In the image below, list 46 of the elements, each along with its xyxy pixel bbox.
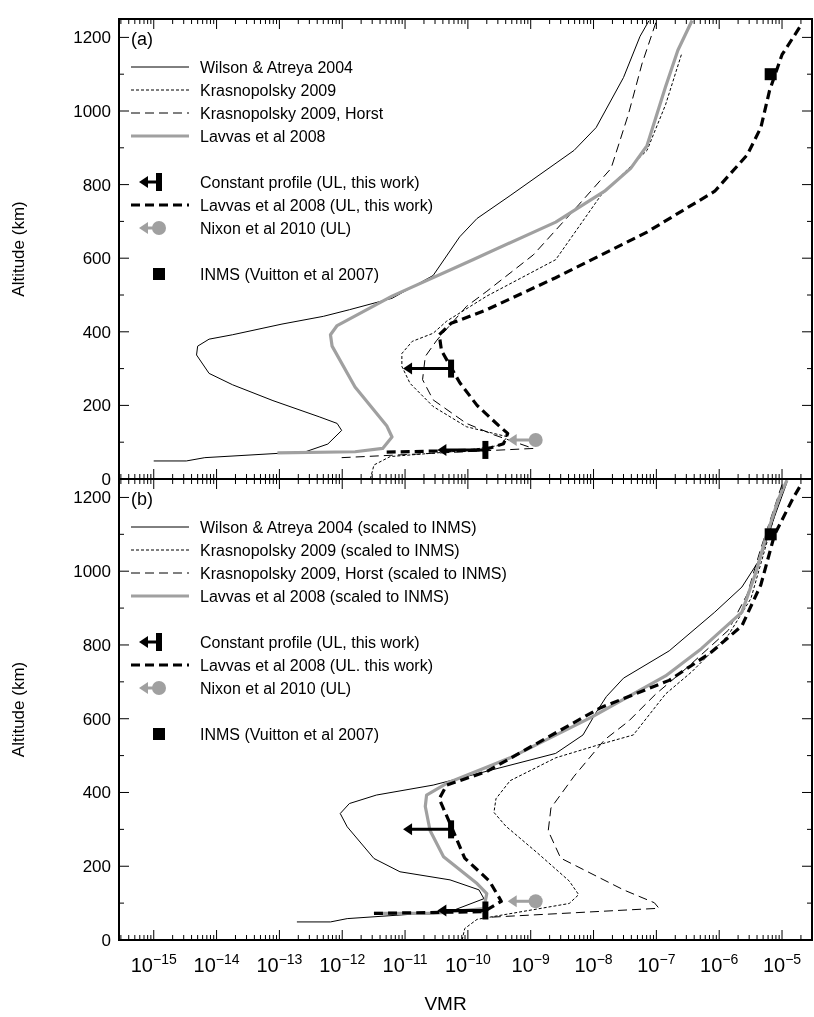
legend-label: Constant profile (UL, this work) bbox=[200, 174, 420, 191]
legend-label: Krasnopolsky 2009 (scaled to INMS) bbox=[200, 542, 460, 559]
x-tick-label: 10$^{−10}$ bbox=[444, 951, 492, 976]
x-tick-label: 10$^{−14}$ bbox=[193, 951, 240, 976]
y-tick-label: 800 bbox=[82, 175, 111, 195]
y-tick-label: 0 bbox=[101, 470, 111, 489]
y-axis-title: Altitude (km) bbox=[9, 201, 28, 297]
y-tick-label: 1200 bbox=[73, 28, 111, 48]
y-tick-label: 400 bbox=[82, 783, 111, 803]
annotation: (a) bbox=[131, 29, 153, 49]
annotation: (b) bbox=[131, 489, 153, 509]
x-tick-label: 10$^{−7}$ bbox=[637, 951, 676, 976]
y-axis-title: Altitude (km) bbox=[9, 661, 28, 758]
x-tick-label: 10$^{−6}$ bbox=[700, 951, 739, 976]
x-tick-label: 10$^{−9}$ bbox=[511, 951, 551, 976]
x-axis-title: VMR bbox=[424, 993, 467, 1014]
x-tick-label: 10$^{−8}$ bbox=[574, 951, 613, 976]
x-tick-label: 10$^{−15}$ bbox=[130, 951, 177, 976]
y-tick-label: 1200 bbox=[73, 488, 111, 508]
legend-label: INMS (Vuitton et al 2007) bbox=[200, 726, 380, 743]
legend-label: Lavvas et al 2008 (UL. this work) bbox=[200, 657, 433, 674]
y-tick-label: 0 bbox=[101, 931, 111, 950]
y-tick-label: 1000 bbox=[73, 102, 111, 121]
y-tick-label: 200 bbox=[82, 857, 111, 877]
legend-label: Krasnopolsky 2009, Horst bbox=[200, 105, 384, 122]
x-tick-label: 10$^{−11}$ bbox=[382, 951, 428, 976]
y-tick-label: 600 bbox=[82, 249, 111, 269]
y-tick-label: 400 bbox=[82, 322, 111, 342]
legend-label: Lavvas et al 2008 (UL, this work) bbox=[200, 197, 433, 214]
y-tick-label: 1000 bbox=[73, 562, 111, 582]
x-tick-label: 10$^{−13}$ bbox=[256, 951, 303, 976]
y-tick-label: 800 bbox=[82, 635, 111, 655]
legend-label: INMS (Vuitton et al 2007) bbox=[200, 266, 380, 283]
legend-label: Nixon et al 2010 (UL) bbox=[200, 220, 352, 237]
legend-label: Krasnopolsky 2009, Horst (scaled to INMS) bbox=[200, 565, 507, 582]
legend-label: Wilson & Atreya 2004 bbox=[200, 59, 354, 76]
legend-label: Constant profile (UL, this work) bbox=[200, 634, 420, 651]
legend-label: Wilson & Atreya 2004 (scaled to INMS) bbox=[200, 519, 477, 536]
legend-label: Lavvas et al 2008 (scaled to INMS) bbox=[200, 588, 450, 605]
legend-label: Lavvas et al 2008 bbox=[200, 128, 326, 145]
legend-label: Nixon et al 2010 (UL) bbox=[200, 680, 352, 697]
y-tick-label: 600 bbox=[82, 709, 111, 729]
x-tick-label: 10$^{−12}$ bbox=[319, 951, 366, 976]
y-tick-label: 200 bbox=[82, 396, 111, 416]
x-tick-label: 10$^{−5}$ bbox=[762, 951, 802, 976]
legend-label: Krasnopolsky 2009 bbox=[200, 82, 337, 99]
